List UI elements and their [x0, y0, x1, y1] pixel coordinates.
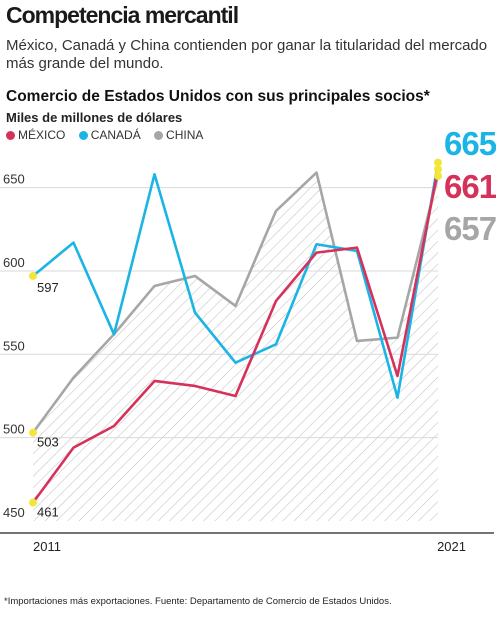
x-tick-label-start: 2011 [33, 539, 61, 554]
footnote: *Importaciones más exportaciones. Fuente… [4, 596, 392, 607]
start-marker-mexico [29, 498, 37, 507]
chart-title: Comercio de Estados Unidos con sus princ… [6, 88, 430, 105]
end-label-china: 657 [444, 210, 496, 247]
start-marker-canada [29, 271, 37, 280]
y-tick-label: 650 [3, 172, 25, 187]
legend-dot-mexico [6, 131, 15, 140]
subheadline: México, Canadá y China contienden por ga… [6, 37, 488, 72]
y-tick-label: 500 [3, 422, 25, 437]
y-tick-label: 600 [3, 255, 25, 270]
legend-dot-canada [78, 131, 88, 140]
end-marker-china [434, 171, 442, 180]
start-label-mexico: 461 [37, 505, 59, 520]
start-marker-china [29, 428, 37, 437]
legend-item-china: CHINA [154, 128, 203, 142]
chart-legend: MÉXICO CANADÁ CHINA [6, 128, 213, 142]
y-tick-label: 550 [3, 338, 25, 353]
x-tick-label-end: 2021 [437, 539, 466, 554]
china-area-fill [33, 172, 438, 522]
end-label-mexico: 661 [444, 168, 496, 205]
series-line-mexico [31, 169, 440, 504]
end-label-canada: 665 [444, 125, 496, 162]
end-marker-mexico [434, 165, 442, 174]
legend-item-mexico: MÉXICO [6, 128, 65, 142]
legend-item-canada: CANADÁ [78, 128, 141, 142]
legend-label-china: CHINA [166, 128, 204, 142]
end-marker-canada [434, 158, 442, 167]
y-tick-label: 450 [3, 505, 25, 520]
series-line-china [31, 171, 440, 434]
headline: Competencia mercantil [6, 2, 239, 28]
legend-label-mexico: MÉXICO [18, 128, 66, 142]
y-axis-unit-label: Miles de millones de dólares [6, 110, 183, 125]
legend-dot-china [154, 131, 164, 140]
series-line-canada [32, 162, 440, 399]
start-label-canada: 597 [37, 280, 59, 295]
start-label-china: 503 [37, 435, 59, 450]
legend-label-canada: CANADÁ [90, 128, 141, 142]
